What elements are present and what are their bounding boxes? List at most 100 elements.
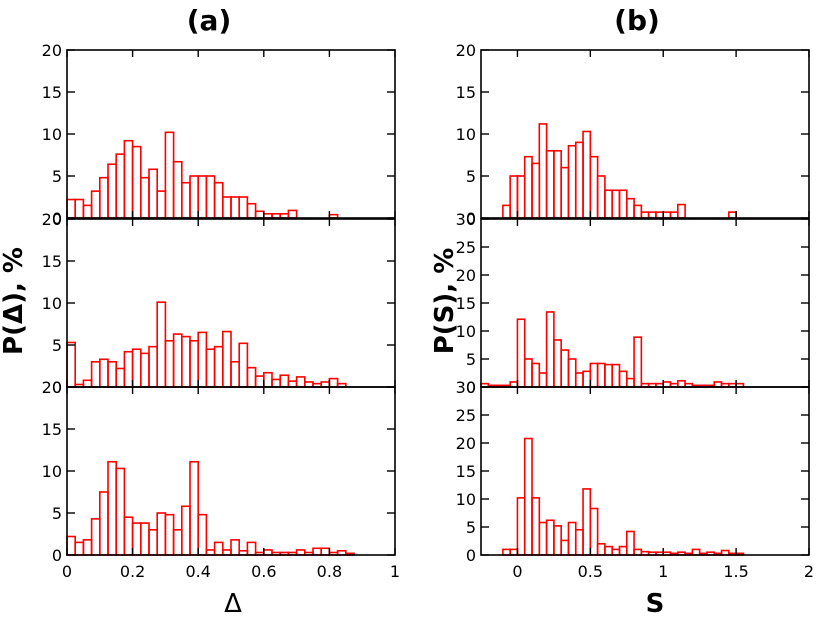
panel-b-s1-bar — [502, 204, 511, 219]
panel-b-subplot-2: 0 5 10 15 20 25 30 — [456, 210, 810, 397]
panel-b-s1-bar — [538, 123, 548, 219]
panel-b-s2-bar — [596, 362, 606, 388]
panel-b-s2-bar — [531, 362, 541, 388]
panel-b-s1-bar — [662, 211, 672, 219]
panel-a-s2-bar — [99, 358, 109, 388]
panel-a-s2-ytick-label: 0 — [52, 378, 62, 397]
panel-a-xtick-label: 0.2 — [120, 562, 145, 581]
panel-b-s1-bar — [560, 166, 570, 219]
panel-b-xtick-label: 1.5 — [723, 562, 748, 581]
panel-b-s3-bar — [538, 521, 548, 556]
panel-a-s3-bar — [246, 541, 257, 556]
panel-b-subplot-1: 0 5 10 15 20 — [456, 41, 810, 228]
panel-a-xtick-label: 0 — [62, 562, 72, 581]
panel-a-s2-bar — [82, 379, 93, 388]
panel-b-s2-ytick-label: 20 — [456, 266, 476, 285]
panel-b-s1-bar — [633, 204, 643, 219]
panel-a-s2-bar — [213, 345, 224, 388]
panel-b-s2-bar — [625, 377, 635, 388]
panel-a-s2-ytick-label: 10 — [42, 294, 62, 313]
panel-b-s1-frame — [480, 49, 810, 219]
panel-b-s2-bar — [545, 311, 555, 388]
panel-b-s1-bar — [596, 175, 606, 219]
panel-a-s2-bar — [279, 374, 290, 388]
panel-a-s2-bar — [230, 360, 240, 388]
panel-a-s1-bar — [74, 198, 85, 219]
panel-a-s3-bar — [82, 539, 93, 556]
panel-a-s1-bar — [222, 196, 232, 219]
panel-b-s1-ytick-label: 0 — [466, 209, 476, 228]
panel-a-s2-bar — [328, 377, 339, 388]
panel-b-s1-bar — [516, 175, 526, 219]
panel-b-s2-frame — [480, 218, 810, 388]
panel-b-s2-ytick-label: 30 — [456, 210, 476, 229]
panel-a-s3-bar — [107, 460, 117, 556]
panel-a-xtick-label: 0.8 — [317, 562, 342, 581]
panel-b-s3-ytick-label: 10 — [456, 490, 476, 509]
panel-b-s3-bar — [502, 548, 511, 556]
panel-b-s2-bar — [538, 372, 548, 388]
panel-b-s3-bar — [560, 539, 570, 556]
panel-b-s3-bar — [582, 488, 592, 556]
panel-a-s3-bar — [90, 518, 101, 556]
panel-b-s3-bar — [516, 497, 526, 556]
panel-a-s3-bar — [66, 535, 76, 556]
panel-b-xtick-label: 0.5 — [578, 562, 603, 581]
panel-a-s2-bar — [238, 342, 249, 388]
panel-a-s2-bar — [287, 380, 298, 388]
panel-b-s1-ytick-label: 10 — [456, 125, 476, 144]
panel-b-s3-bar — [523, 437, 533, 556]
panel-b-s2-ytick-label: 0 — [466, 378, 476, 397]
panel-a-s1-bar — [140, 176, 150, 219]
panel-a-s1-ytick-label: 15 — [42, 83, 62, 102]
panel-b-s3-bar — [611, 548, 621, 556]
panel-b-title: (b) — [614, 4, 660, 37]
panel-b-s1-bar — [582, 130, 592, 219]
panel-b-ylabel: P(S), % — [430, 248, 460, 355]
panel-a-s1-bar — [172, 160, 183, 219]
panel-a-s2-bar — [189, 339, 199, 388]
panel-a-s2-bar — [140, 352, 150, 388]
panel-b-s3-bar — [625, 530, 635, 556]
panel-a-s3-bar — [131, 522, 142, 556]
panel-a-s2-bar — [271, 378, 281, 388]
panel-a-s1-bar — [123, 139, 134, 219]
panel-a-xtick-label: 0.6 — [251, 562, 276, 581]
panel-a-xtick-label: 0.4 — [185, 562, 210, 581]
panel-b-s3-bar — [553, 525, 562, 556]
panel-a-s2-bar — [181, 335, 191, 388]
panel-a-s3-ytick-label: 10 — [42, 462, 62, 481]
panel-a-s1-bar — [238, 196, 249, 219]
panel-b-s1-bar — [618, 189, 628, 219]
panel-b-s3-ytick-label: 30 — [456, 378, 476, 397]
panel-b-s2-bar — [604, 363, 613, 388]
panel-b-s2-bar — [553, 339, 562, 388]
panel-a-s1-bar — [156, 190, 167, 219]
panel-a-s3-bar — [156, 512, 167, 556]
panel-a-s1-ytick-label: 0 — [52, 209, 62, 228]
panel-a-s1-bar — [164, 131, 175, 219]
panel-b-s1-bar — [523, 155, 533, 219]
panel-a-s2-ytick-label: 5 — [52, 336, 62, 355]
panel-b-s1-bar — [589, 155, 599, 219]
panel-a-s2-bar — [131, 348, 142, 388]
panel-b-xtick-label: 1 — [658, 562, 668, 581]
panel-a-ylabel: P(Δ), % — [0, 247, 29, 355]
panel-b-s1-ytick-label: 5 — [466, 167, 476, 186]
panel-b-xtick-label: 0 — [512, 562, 522, 581]
panel-a-subplot-3: 0 5 10 15 20 — [42, 378, 396, 565]
panel-a-s2-bar — [107, 360, 117, 388]
panel-b-s1-ytick-label: 20 — [456, 41, 476, 60]
panel-a-s2-bar — [295, 376, 306, 388]
panel-b-s2-bar — [676, 380, 686, 388]
panel-a-s1-ytick-label: 10 — [42, 125, 62, 144]
panel-a-s3-bar — [123, 516, 134, 556]
panel-b-s3-bar — [691, 548, 701, 556]
panel-a-s2-bar — [262, 371, 273, 388]
panel-b-s2-ytick-label: 25 — [456, 238, 476, 257]
panel-b-xtick-label: 2 — [804, 562, 814, 581]
panel-b-s3-bar — [531, 497, 541, 556]
panel-b-s3-bar — [567, 521, 577, 556]
panel-a-s2-bar — [197, 331, 208, 388]
